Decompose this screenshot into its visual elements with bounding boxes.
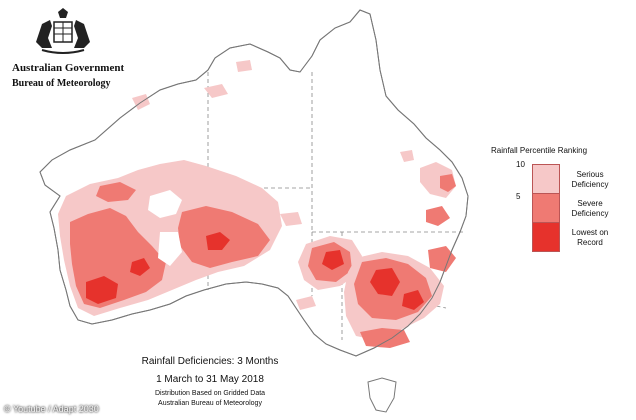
legend-label-severe: Severe Deficiency	[571, 199, 609, 218]
legend-label-serious: Serious Deficiency	[571, 170, 609, 189]
tasmania-outline	[367, 377, 397, 413]
caption-dates: 1 March to 31 May 2018	[156, 374, 264, 385]
government-name: Australian Government	[12, 62, 125, 74]
legend-tick-mid: 5	[516, 192, 521, 201]
legend-swatch-severe	[532, 193, 560, 223]
bureau-name: Bureau of Meteorology	[12, 78, 111, 89]
legend-swatch-serious	[532, 164, 560, 194]
legend-tick-top: 10	[516, 160, 525, 169]
caption-title: Rainfall Deficiencies: 3 Months	[141, 356, 279, 367]
legend-label-record: Lowest on Record	[571, 228, 609, 247]
deficiency-wa	[58, 160, 282, 316]
deficiency-nsw-vic	[344, 246, 456, 348]
coat-of-arms-icon	[36, 8, 90, 54]
deficiency-sa	[298, 236, 362, 290]
caption-method: Distribution Based on Gridded Data	[154, 390, 266, 397]
deficiency-qld	[400, 150, 456, 226]
caption-source: Australian Bureau of Meteorology	[158, 400, 262, 407]
legend-title: Rainfall Percentile Ranking	[491, 146, 588, 155]
watermark: © Youtube / Adapt 2030	[4, 404, 99, 414]
legend-swatch-record	[532, 222, 560, 252]
